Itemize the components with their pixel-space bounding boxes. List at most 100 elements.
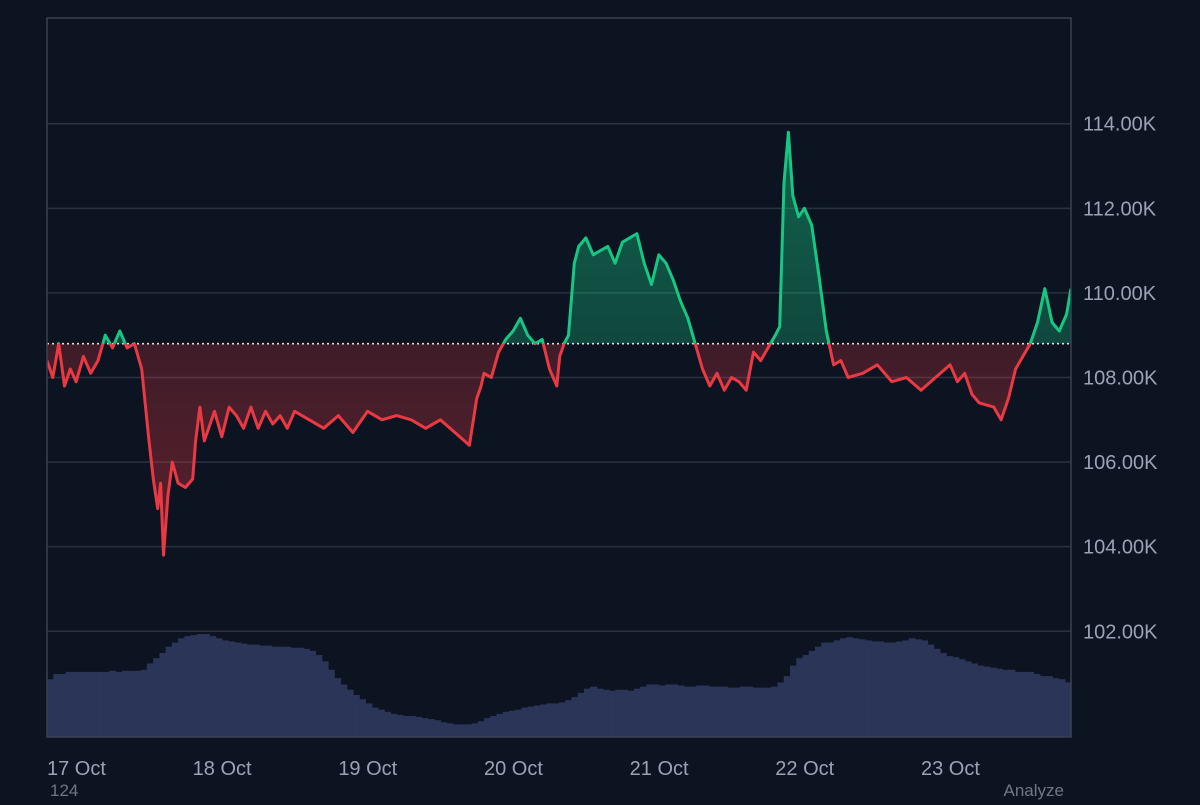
volume-bar (590, 686, 598, 737)
volume-bar (240, 643, 248, 737)
volume-bar (452, 724, 460, 737)
volume-bar (109, 670, 117, 737)
volume-bar (278, 646, 285, 737)
volume-bar (740, 686, 747, 737)
y-tick-label: 112.00K (1083, 198, 1157, 220)
price-area (47, 132, 1071, 556)
volume-bar (602, 689, 610, 737)
volume-bar (490, 716, 498, 737)
volume-bar (1021, 671, 1028, 737)
plot-frame (46, 17, 1072, 738)
volume-bar (253, 644, 260, 737)
volume-bar (459, 724, 466, 737)
volume-bar (871, 641, 879, 737)
volume-bar (140, 669, 148, 737)
x-tick-label: 22 Oct (775, 758, 834, 780)
volume-bar (864, 640, 872, 737)
volume-bar (708, 686, 716, 737)
y-tick-label: 106.00K (1083, 452, 1158, 474)
volume-bar (527, 706, 535, 737)
volume-bar (565, 700, 573, 737)
volume-bar (409, 716, 416, 737)
volume-bar (552, 703, 560, 737)
analyze-link[interactable]: Analyze (1003, 781, 1064, 800)
volume-bar (427, 719, 435, 737)
volume-bar (658, 685, 666, 737)
volume-bar (128, 670, 136, 737)
volume-bar (702, 685, 710, 737)
volume-bar (190, 635, 198, 737)
volume-bar (596, 688, 604, 737)
volume-bar (765, 687, 772, 737)
volume-bar (946, 656, 953, 737)
x-tick-label: 23 Oct (921, 758, 980, 780)
volume-bar (646, 684, 654, 737)
volume-bar (846, 637, 854, 737)
volume-bar (184, 636, 192, 737)
volume-bar (546, 703, 554, 737)
volume-bar (777, 682, 785, 737)
volume-bar (1064, 682, 1072, 737)
volume-bar (209, 636, 217, 737)
volume-bar (390, 713, 398, 737)
volume-bar (471, 723, 479, 737)
volume-bar (827, 642, 835, 737)
volume-bar (146, 663, 154, 737)
volume-bar (84, 671, 92, 737)
volume-bar (502, 711, 510, 737)
volume-bar (59, 674, 67, 737)
volume-bar (571, 697, 579, 737)
y-tick-label: 104.00K (1083, 537, 1158, 559)
volume-bar (1027, 671, 1035, 737)
x-axis-labels: 17 Oct 18 Oct 19 Oct 20 Oct 21 Oct 22 Oct 23 O… (47, 758, 980, 780)
volume-bar (971, 663, 978, 737)
volume-bar (296, 647, 304, 737)
volume-bar (621, 689, 629, 737)
volume-bar (1052, 678, 1060, 737)
volume-bar (690, 686, 697, 737)
volume-bar (515, 709, 523, 737)
volume-bar (446, 723, 454, 737)
volume-bar (833, 640, 841, 737)
volume-bar (839, 638, 847, 737)
volume-bar (921, 640, 928, 737)
volume-bar (153, 658, 160, 737)
volume-bar (877, 641, 885, 737)
volume-bar (633, 688, 641, 737)
volume-bar (652, 684, 660, 737)
volume-bar (47, 679, 54, 737)
volume-bar (802, 655, 810, 737)
volume-bar (796, 658, 804, 737)
price-line (47, 130, 1071, 557)
volume-bar (677, 685, 685, 737)
volume-bar (889, 642, 897, 737)
y-tick-label: 110.00K (1083, 283, 1157, 305)
volume-bar (883, 642, 891, 737)
volume-bar (78, 671, 86, 737)
volume-bar (627, 690, 635, 737)
volume-bar (484, 718, 491, 737)
volume-bar (852, 638, 860, 737)
volume-bar (758, 687, 766, 737)
volume-bar (340, 684, 348, 737)
volume-bar (134, 670, 142, 737)
volume-bar (352, 695, 360, 737)
x-tick-label: 19 Oct (338, 758, 397, 780)
volume-bar (896, 641, 904, 737)
volume-bar (402, 716, 410, 737)
volume-bar (271, 646, 279, 737)
volume-bar (583, 688, 591, 737)
volume-bar (440, 722, 448, 737)
volume-bar (477, 721, 485, 737)
area-above-baseline (102, 132, 1071, 344)
volume-bar (165, 646, 173, 737)
volume-bar (727, 687, 735, 737)
volume-bar (964, 661, 972, 737)
x-tick-label: 21 Oct (630, 758, 689, 780)
volume-bar (996, 668, 1003, 737)
volume-bar (983, 666, 991, 737)
volume-bar (334, 678, 342, 737)
volume-bar (509, 710, 516, 737)
volume-bar (53, 674, 61, 737)
